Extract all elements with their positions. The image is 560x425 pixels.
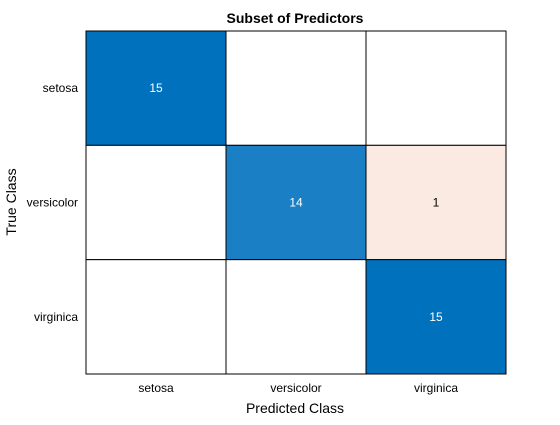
matrix-cell <box>85 259 227 375</box>
y-tick-label: versicolor <box>27 196 78 210</box>
cell-value-label: 14 <box>289 196 303 210</box>
y-tick-labels: setosa versicolor virginica <box>27 81 79 324</box>
y-tick-label: virginica <box>34 310 78 324</box>
x-tick-label: virginica <box>414 381 458 395</box>
y-tick-label: setosa <box>43 81 79 95</box>
matrix-cell <box>85 30 227 146</box>
x-tick-labels: setosa versicolor virginica <box>138 381 458 395</box>
matrix-cell <box>225 30 367 146</box>
x-tick-label: setosa <box>138 381 174 395</box>
y-axis-label: True Class <box>3 168 19 235</box>
matrix-cell <box>85 144 227 261</box>
cell-value-label: 15 <box>429 310 443 324</box>
matrix-cell <box>365 144 507 261</box>
x-tick-label: versicolor <box>270 381 321 395</box>
matrix-cell <box>225 144 367 261</box>
cell-value-label: 1 <box>433 196 440 210</box>
matrix-cell <box>365 30 507 146</box>
cell-value-labels: 15 14 1 15 <box>149 81 443 324</box>
x-axis-label: Predicted Class <box>246 400 344 416</box>
matrix-cell <box>225 259 367 375</box>
chart-title: Subset of Predictors <box>227 10 364 26</box>
cell-value-label: 15 <box>149 81 163 95</box>
matrix-cells <box>85 30 507 375</box>
matrix-cell <box>365 259 507 375</box>
